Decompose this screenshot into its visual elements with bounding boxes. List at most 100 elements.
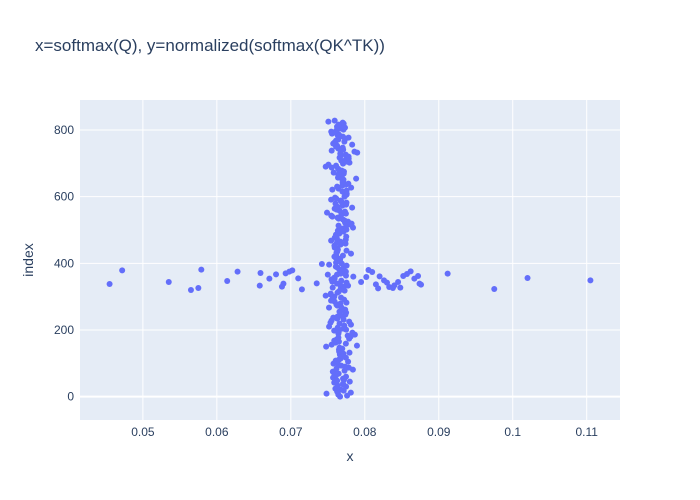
data-point xyxy=(328,147,335,154)
data-point xyxy=(342,340,349,347)
data-point xyxy=(106,281,113,287)
data-point xyxy=(491,286,498,292)
data-point xyxy=(295,275,302,282)
data-point xyxy=(346,318,353,325)
data-point xyxy=(328,276,335,283)
data-point xyxy=(289,267,296,274)
data-point xyxy=(524,275,531,281)
data-point xyxy=(343,233,350,240)
data-point xyxy=(343,373,350,380)
data-point xyxy=(329,186,336,193)
data-point xyxy=(313,280,320,287)
data-point xyxy=(341,208,348,215)
data-point xyxy=(397,284,404,291)
data-point xyxy=(324,271,331,278)
y-tick-label: 200 xyxy=(54,323,74,337)
data-point xyxy=(195,285,202,291)
data-point xyxy=(334,183,341,190)
data-point xyxy=(326,261,333,268)
plot-area xyxy=(80,100,620,420)
data-point xyxy=(344,332,351,339)
data-point xyxy=(326,304,333,311)
data-point xyxy=(339,252,346,259)
data-point xyxy=(256,282,263,289)
data-point xyxy=(318,261,325,267)
data-point xyxy=(335,171,342,178)
data-point xyxy=(325,118,332,125)
data-point xyxy=(343,187,350,194)
x-axis-ticks: 0.05 0.06 0.07 0.08 0.09 0.1 0.11 xyxy=(131,425,598,439)
data-point xyxy=(339,144,346,151)
data-point xyxy=(337,300,344,307)
data-point xyxy=(324,209,331,216)
data-point xyxy=(328,212,335,219)
data-point xyxy=(336,320,343,327)
data-point xyxy=(395,279,402,285)
data-point xyxy=(335,222,342,229)
data-point xyxy=(198,266,205,273)
x-tick-label: 0.06 xyxy=(205,425,229,439)
data-point xyxy=(329,284,336,291)
y-tick-label: 800 xyxy=(54,123,74,137)
data-point xyxy=(347,250,354,257)
data-point xyxy=(340,216,347,223)
data-point xyxy=(418,281,425,288)
data-point xyxy=(322,292,329,299)
data-point xyxy=(345,134,352,141)
data-point xyxy=(358,279,365,285)
data-point xyxy=(407,268,414,275)
data-point xyxy=(338,294,345,301)
data-point xyxy=(280,280,287,287)
data-point xyxy=(224,278,231,284)
data-point xyxy=(323,390,330,397)
y-axis-title: index xyxy=(20,243,36,276)
data-point xyxy=(119,267,126,274)
data-point xyxy=(328,128,335,135)
data-point xyxy=(444,270,451,277)
data-point xyxy=(298,286,305,293)
x-tick-label: 0.09 xyxy=(427,425,451,439)
data-point xyxy=(343,279,350,286)
x-tick-label: 0.05 xyxy=(131,425,155,439)
data-point xyxy=(343,199,350,206)
data-point xyxy=(342,151,349,158)
x-tick-label: 0.07 xyxy=(279,425,303,439)
chart-title: x=softmax(Q), y=normalized(softmax(QK^TK… xyxy=(35,36,385,55)
data-point xyxy=(325,161,332,168)
data-point xyxy=(347,389,354,396)
data-points xyxy=(106,117,594,400)
data-point xyxy=(353,342,360,349)
data-point xyxy=(346,349,353,356)
data-point xyxy=(343,262,350,269)
data-point xyxy=(343,247,350,254)
data-point xyxy=(336,344,343,351)
data-point xyxy=(349,329,356,336)
data-point xyxy=(323,343,330,350)
data-point xyxy=(234,268,241,275)
data-point xyxy=(331,117,338,124)
data-point xyxy=(376,273,383,280)
data-point xyxy=(332,200,339,207)
y-tick-label: 600 xyxy=(54,190,74,204)
data-point xyxy=(346,378,353,385)
data-point xyxy=(587,277,594,284)
x-tick-label: 0.11 xyxy=(575,425,598,439)
y-axis-ticks: 0 200 400 600 800 xyxy=(54,123,74,404)
grid-lines xyxy=(80,100,620,420)
data-point xyxy=(353,175,360,182)
data-point xyxy=(330,169,337,176)
data-point xyxy=(375,285,382,292)
x-axis-title: x xyxy=(347,448,354,464)
data-point xyxy=(349,141,356,148)
data-point xyxy=(327,290,334,297)
x-tick-label: 0.1 xyxy=(504,425,521,439)
data-point xyxy=(333,162,340,169)
y-tick-label: 400 xyxy=(54,256,74,270)
data-point xyxy=(338,277,345,284)
data-point xyxy=(334,280,341,287)
x-tick-label: 0.08 xyxy=(353,425,377,439)
data-point xyxy=(369,269,376,275)
y-tick-label: 0 xyxy=(67,390,74,404)
data-point xyxy=(273,271,280,278)
